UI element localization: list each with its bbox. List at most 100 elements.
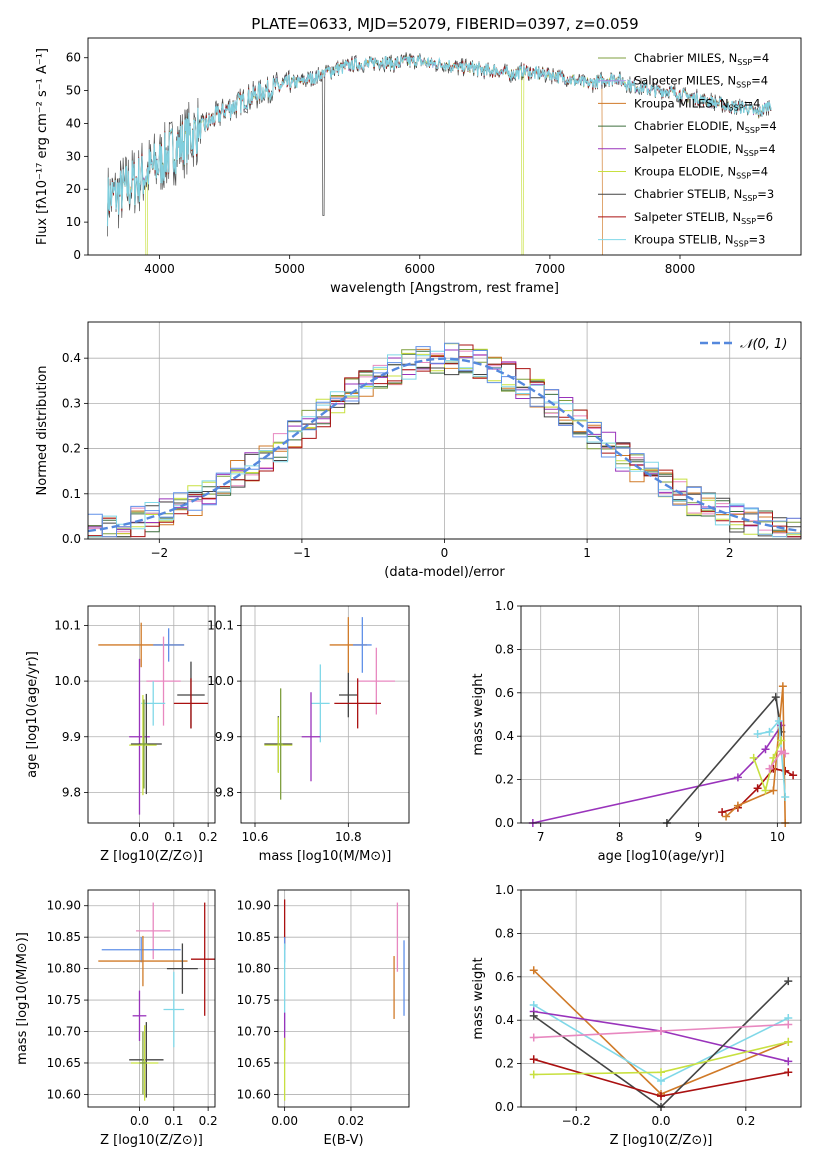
tick-label-x: 4000	[144, 262, 175, 276]
tick-label-y: 0.6	[495, 686, 514, 700]
spectrum-axes: 4000 5000 6000 7000 8000 0 10 20 30 40 50 60 wavelen…	[35, 37, 802, 296]
legend-label: Kroupa STELIB, NSSP=3	[634, 233, 765, 249]
tick-label-y: 40	[66, 116, 81, 130]
axes-frame	[520, 889, 802, 1108]
tick-label-x: 0.1	[164, 830, 183, 844]
tick-label-x: 7000	[535, 262, 566, 276]
axes-frame	[520, 605, 802, 824]
tick-label-y: 10.75	[237, 993, 271, 1007]
tick-label-y: 10.60	[237, 1087, 271, 1101]
tick-label-x: −2	[150, 546, 168, 560]
tick-label-y: 9.8	[62, 785, 81, 799]
x-axis-label: Z [log10(Z/Z⊙)]	[610, 1133, 713, 1148]
weight-series-chabrier_stelib	[666, 695, 783, 824]
weight-series-kroupa_stelib	[757, 719, 786, 798]
tick-label-y: 20	[66, 182, 81, 196]
y-axis-label: mass weight	[471, 957, 486, 1039]
weight-point	[784, 977, 793, 986]
tick-label-y: 10.65	[237, 1056, 271, 1070]
axes-frame	[87, 889, 216, 1108]
x-axis-label: mass [log10(M/M⊙)]	[259, 849, 392, 864]
weight-point	[784, 1020, 793, 1029]
tick-label-y: 10.60	[47, 1087, 81, 1101]
errorbars	[283, 899, 405, 1101]
weight-point	[529, 1011, 538, 1020]
histogram-chabrier_stelib	[88, 363, 801, 538]
weight-point	[765, 764, 774, 773]
tick-label-x: 5000	[274, 262, 305, 276]
tick-label-y: 30	[66, 149, 81, 163]
tick-label-y: 10.85	[237, 930, 271, 944]
tick-label-x: 0.0	[130, 1114, 149, 1128]
tick-label-y: 10.65	[47, 1056, 81, 1070]
tick-label-x: 7	[537, 830, 545, 844]
tick-label-y: 0.6	[495, 970, 514, 984]
tick-label-y: 10.70	[237, 1025, 271, 1039]
weight-point	[529, 1033, 538, 1042]
tick-label-y: 0.4	[495, 1013, 514, 1027]
tick-label-y: 9.9	[215, 730, 234, 744]
y-axis-label: mass [log10(M/M⊙)]	[15, 932, 30, 1065]
weight-point	[657, 1076, 665, 1085]
tick-label-y: 0.8	[495, 642, 514, 656]
x-axis-label: age [log10(age/yr)]	[598, 849, 725, 864]
tick-label-y: 1.0	[495, 599, 514, 613]
weight-point	[529, 1070, 538, 1079]
tick-label-x: 0.2	[199, 1114, 218, 1128]
legend-label: 𝒩(0, 1)	[740, 337, 787, 352]
tick-label-x: 6000	[405, 262, 436, 276]
tick-label-x: 0.00	[271, 1114, 298, 1128]
tick-label-y: 10.1	[207, 618, 234, 632]
weight-lines	[528, 682, 798, 827]
weight-series-kroupa_miles	[725, 686, 786, 824]
tick-label-x: 10.6	[242, 830, 269, 844]
weight-point	[769, 786, 778, 795]
x-axis-label: wavelength [Angstrom, rest frame]	[330, 281, 559, 296]
spectrum-lines	[106, 52, 772, 255]
mass_weight_vs_age-axes: 7 8 9 10 0.0 0.2 0.4 0.6 0.8 1.0 age [log10(age/yr…	[471, 599, 802, 864]
weight-point	[778, 682, 787, 691]
normal-curve	[88, 357, 801, 533]
tick-label-y: 10.80	[47, 962, 81, 976]
residuals-axes: −2 −1 0 1 2 0.0 0.1 0.2 0.3 0.4 (data-model)/error…	[35, 321, 802, 580]
tick-label-y: 10.90	[47, 899, 81, 913]
y-axis-label: age [log10(age/yr)]	[25, 651, 40, 778]
histograms	[88, 342, 801, 538]
weight-point	[781, 749, 790, 758]
tick-label-y: 0.3	[62, 396, 81, 410]
tick-label-y: 10.70	[47, 1025, 81, 1039]
axes-frame	[87, 321, 802, 540]
mass_vs_ebv-axes: 0.00 0.02 10.60 10.65 10.70 10.75 10.80 10.85 10…	[237, 889, 410, 1148]
weight-point	[781, 792, 790, 801]
tick-label-y: 0.0	[495, 1100, 514, 1114]
weight-point	[529, 966, 538, 975]
tick-label-y: 0.4	[62, 351, 81, 365]
x-axis-label: (data-model)/error	[384, 565, 505, 580]
tick-label-y: 0	[73, 248, 81, 262]
legend-label: Chabrier STELIB, NSSP=3	[634, 187, 774, 203]
tick-label-y: 0.0	[62, 532, 81, 546]
axes-frame	[87, 605, 216, 824]
weight-point	[657, 1068, 665, 1077]
tick-label-x: 0.1	[164, 1114, 183, 1128]
weight-point	[784, 1037, 793, 1046]
legend-label: Kroupa MILES, NSSP=4	[634, 96, 760, 112]
weight-point	[749, 753, 758, 762]
tick-label-x: 9	[695, 830, 703, 844]
x-axis-label: E(B-V)	[323, 1133, 363, 1148]
weight-point	[733, 773, 742, 782]
tick-label-x: 0.2	[199, 830, 218, 844]
weight-point	[784, 1057, 793, 1066]
axes-frame	[87, 37, 802, 256]
tick-label-y: 0.2	[495, 1057, 514, 1071]
tick-label-y: 0.0	[495, 816, 514, 830]
tick-label-y: 1.0	[495, 883, 514, 897]
tick-label-y: 9.9	[62, 730, 81, 744]
weight-point	[753, 730, 762, 739]
tick-label-y: 0.2	[62, 442, 81, 456]
tick-label-x: −0.2	[562, 1114, 591, 1128]
tick-label-x: 0.0	[130, 830, 149, 844]
tick-label-y: 10.80	[237, 962, 271, 976]
errorbars	[98, 622, 209, 815]
